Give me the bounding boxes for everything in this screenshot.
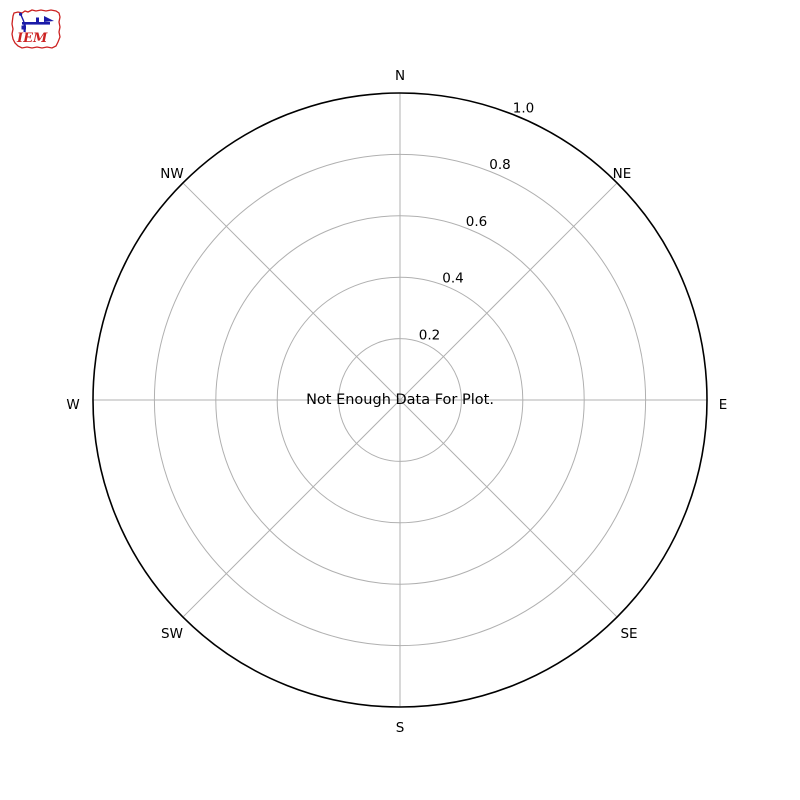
sensor-box-icon bbox=[21, 25, 26, 30]
spoke-NE bbox=[399, 182, 618, 401]
radial-gridline-0.6 bbox=[215, 215, 585, 585]
spoke-SW bbox=[182, 399, 401, 618]
angular-tick-labels: N NE E SE S SW W NW bbox=[66, 68, 727, 736]
iem-logo[interactable]: IEM bbox=[8, 4, 66, 54]
radial-gridlines bbox=[153, 153, 647, 647]
compass-label-se: SE bbox=[620, 626, 637, 642]
radial-gridline-0.8 bbox=[153, 153, 647, 647]
compass-label-ne: NE bbox=[613, 166, 632, 182]
anemometer-boom-icon bbox=[22, 22, 50, 25]
outer-axis-circle bbox=[92, 92, 708, 708]
angular-gridlines bbox=[93, 93, 707, 707]
iowa-outline-icon bbox=[11, 9, 61, 49]
radial-gridline-0.4 bbox=[276, 276, 524, 524]
sensor-upright-icon bbox=[36, 17, 39, 23]
no-data-message: Not Enough Data For Plot. bbox=[306, 392, 494, 408]
radial-tick-0.2: 0.2 bbox=[419, 327, 440, 343]
radial-tick-0.4: 0.4 bbox=[442, 271, 463, 287]
radial-tick-labels: 0.2 0.4 0.6 0.8 1.0 bbox=[419, 100, 534, 343]
compass-label-n: N bbox=[395, 68, 405, 84]
compass-label-nw: NW bbox=[160, 166, 183, 182]
radial-tick-1.0: 1.0 bbox=[513, 100, 534, 116]
radial-tick-0.6: 0.6 bbox=[466, 214, 487, 230]
spoke-SE bbox=[399, 399, 618, 618]
iem-logo-graphic: IEM bbox=[11, 9, 61, 49]
anemometer-arm-icon bbox=[20, 14, 25, 23]
radial-tick-0.8: 0.8 bbox=[489, 157, 510, 173]
wind-vane-icon bbox=[44, 16, 54, 22]
compass-label-e: E bbox=[719, 397, 728, 413]
anemometer-cup-icon bbox=[19, 12, 23, 16]
compass-label-sw: SW bbox=[161, 626, 183, 642]
iem-wordmark: IEM bbox=[16, 31, 48, 46]
compass-label-w: W bbox=[66, 397, 79, 413]
compass-label-s: S bbox=[396, 720, 405, 736]
radial-gridline-0.2 bbox=[338, 338, 462, 462]
spoke-NW bbox=[182, 182, 401, 401]
